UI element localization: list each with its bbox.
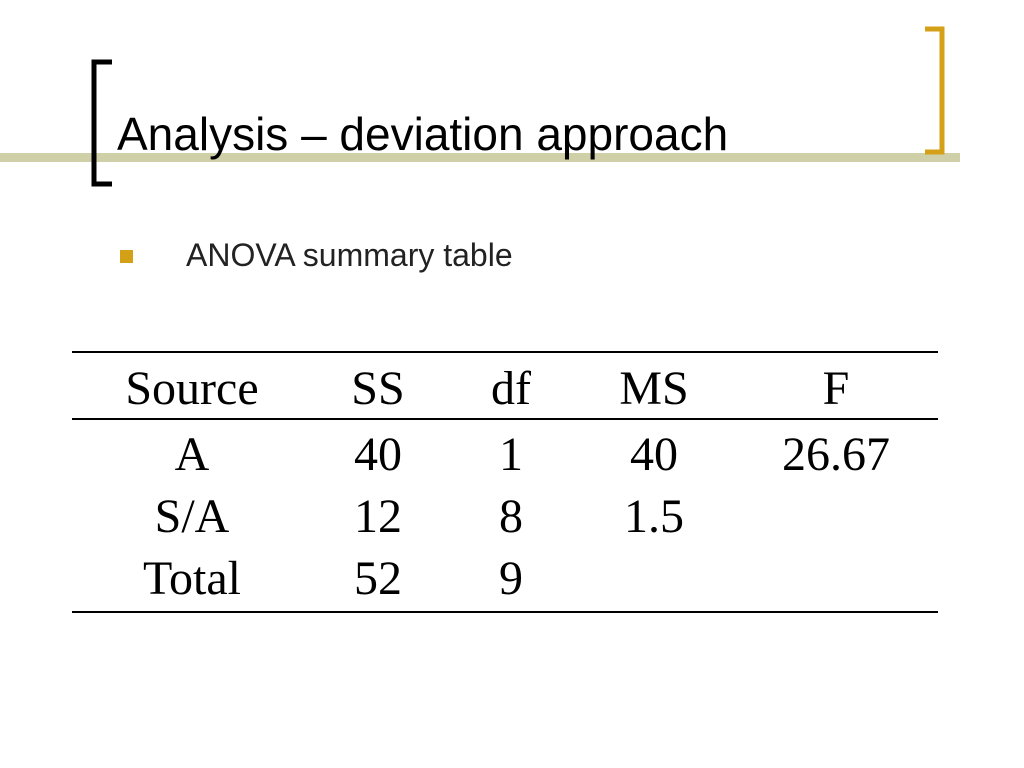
anova-table: Source SS df MS F A 40 1 40 26.67 S/A 12 8 1.5 Total 52… <box>125 362 890 605</box>
header-cell: F <box>823 362 850 415</box>
table-cell: S/A <box>155 490 230 543</box>
header-cell: MS <box>619 362 688 415</box>
bullet-text: ANOVA summary table <box>186 237 513 273</box>
right-bracket <box>925 26 945 155</box>
table-cell: 40 <box>630 428 678 481</box>
table-cell: 9 <box>499 552 523 605</box>
table-cell: 1 <box>499 428 523 481</box>
bullet-marker <box>120 250 133 263</box>
table-cell: 40 <box>354 428 402 481</box>
header-cell: Source <box>125 362 258 415</box>
table-cell: Total <box>143 552 241 605</box>
table-cell: 12 <box>354 490 402 543</box>
table-cell: 8 <box>499 490 523 543</box>
header-cell: SS <box>351 362 404 415</box>
left-bracket <box>91 59 112 187</box>
table-cell: 26.67 <box>782 428 890 481</box>
table-cell: 1.5 <box>624 490 684 543</box>
slide-title: Analysis – deviation approach <box>117 108 728 160</box>
table-cell: 52 <box>354 552 402 605</box>
table-cell: A <box>175 428 210 481</box>
header-cell: df <box>491 362 531 415</box>
title-rule <box>0 153 960 162</box>
